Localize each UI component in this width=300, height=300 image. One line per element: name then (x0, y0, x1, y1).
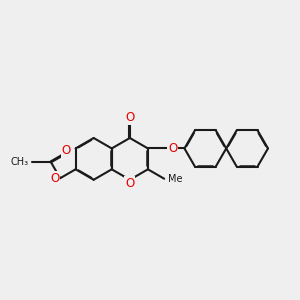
Text: O: O (125, 111, 134, 124)
Text: CH₃: CH₃ (11, 157, 29, 167)
Text: Me: Me (168, 174, 182, 184)
Text: O: O (168, 142, 177, 155)
Text: O: O (61, 144, 71, 157)
Text: O: O (125, 177, 134, 190)
Text: O: O (50, 172, 59, 185)
